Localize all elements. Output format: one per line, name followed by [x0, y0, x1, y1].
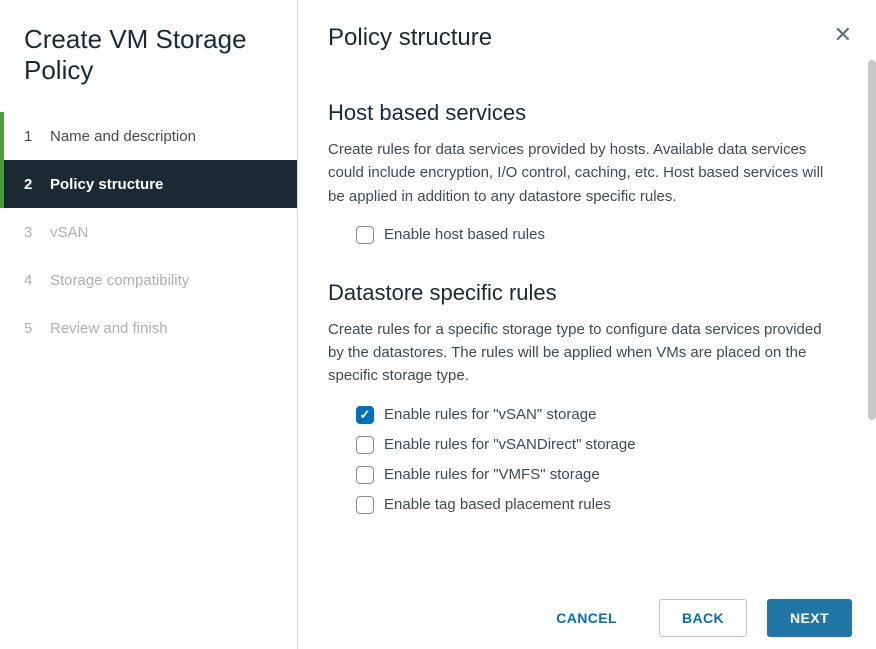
step-label: Review and finish	[50, 320, 168, 337]
enable-vmfs-rules-row[interactable]: Enable rules for "VMFS" storage	[328, 460, 840, 490]
enable-tag-rules-checkbox[interactable]	[356, 496, 374, 514]
host-services-heading: Host based services	[328, 100, 840, 126]
step-number: 1	[24, 128, 50, 145]
create-storage-policy-dialog: Create VM Storage Policy 1 Name and desc…	[0, 0, 876, 649]
step-number: 3	[24, 224, 50, 241]
step-label: Name and description	[50, 128, 196, 145]
step-label: Storage compatibility	[50, 272, 189, 289]
back-button[interactable]: BACK	[659, 599, 747, 637]
close-icon[interactable]: ✕	[834, 24, 852, 46]
datastore-rules-heading: Datastore specific rules	[328, 280, 840, 306]
wizard-steps: 1 Name and description 2 Policy structur…	[0, 112, 297, 352]
datastore-rules-description: Create rules for a specific storage type…	[328, 318, 838, 388]
step-number: 4	[24, 272, 50, 289]
wizard-footer: CANCEL BACK NEXT	[534, 599, 852, 637]
step-storage-compatibility: 4 Storage compatibility	[0, 256, 297, 304]
enable-vmfs-rules-checkbox[interactable]	[356, 466, 374, 484]
step-number: 2	[24, 176, 50, 193]
policy-structure-content: Host based services Create rules for dat…	[326, 100, 840, 520]
enable-vsandirect-rules-row[interactable]: Enable rules for "vSANDirect" storage	[328, 430, 840, 460]
enable-vsan-rules-row[interactable]: ✓ Enable rules for "vSAN" storage	[328, 400, 840, 430]
step-number: 5	[24, 320, 50, 337]
enable-host-rules-row[interactable]: Enable host based rules	[328, 220, 840, 250]
enable-tag-rules-row[interactable]: Enable tag based placement rules	[328, 490, 840, 520]
enable-vsandirect-rules-checkbox[interactable]	[356, 436, 374, 454]
next-button[interactable]: NEXT	[767, 599, 852, 637]
page-title: Policy structure	[326, 24, 840, 52]
step-review-finish: 5 Review and finish	[0, 304, 297, 352]
scrollbar-thumb[interactable]	[868, 60, 876, 420]
step-policy-structure[interactable]: 2 Policy structure	[0, 160, 297, 208]
enable-host-rules-checkbox[interactable]	[356, 226, 374, 244]
checkbox-label: Enable rules for "VMFS" storage	[384, 466, 600, 483]
step-name-description[interactable]: 1 Name and description	[0, 112, 297, 160]
checkbox-label: Enable tag based placement rules	[384, 496, 611, 513]
cancel-button[interactable]: CANCEL	[534, 600, 639, 636]
wizard-title: Create VM Storage Policy	[0, 24, 297, 112]
checkbox-label: Enable host based rules	[384, 226, 545, 243]
enable-vsan-rules-checkbox[interactable]: ✓	[356, 406, 374, 424]
step-label: Policy structure	[50, 176, 163, 193]
host-services-description: Create rules for data services provided …	[328, 138, 838, 208]
step-label: vSAN	[50, 224, 88, 241]
wizard-sidebar: Create VM Storage Policy 1 Name and desc…	[0, 0, 298, 649]
step-vsan: 3 vSAN	[0, 208, 297, 256]
wizard-main: ✕ Policy structure Host based services C…	[298, 0, 876, 649]
checkbox-label: Enable rules for "vSANDirect" storage	[384, 436, 636, 453]
checkbox-label: Enable rules for "vSAN" storage	[384, 406, 596, 423]
